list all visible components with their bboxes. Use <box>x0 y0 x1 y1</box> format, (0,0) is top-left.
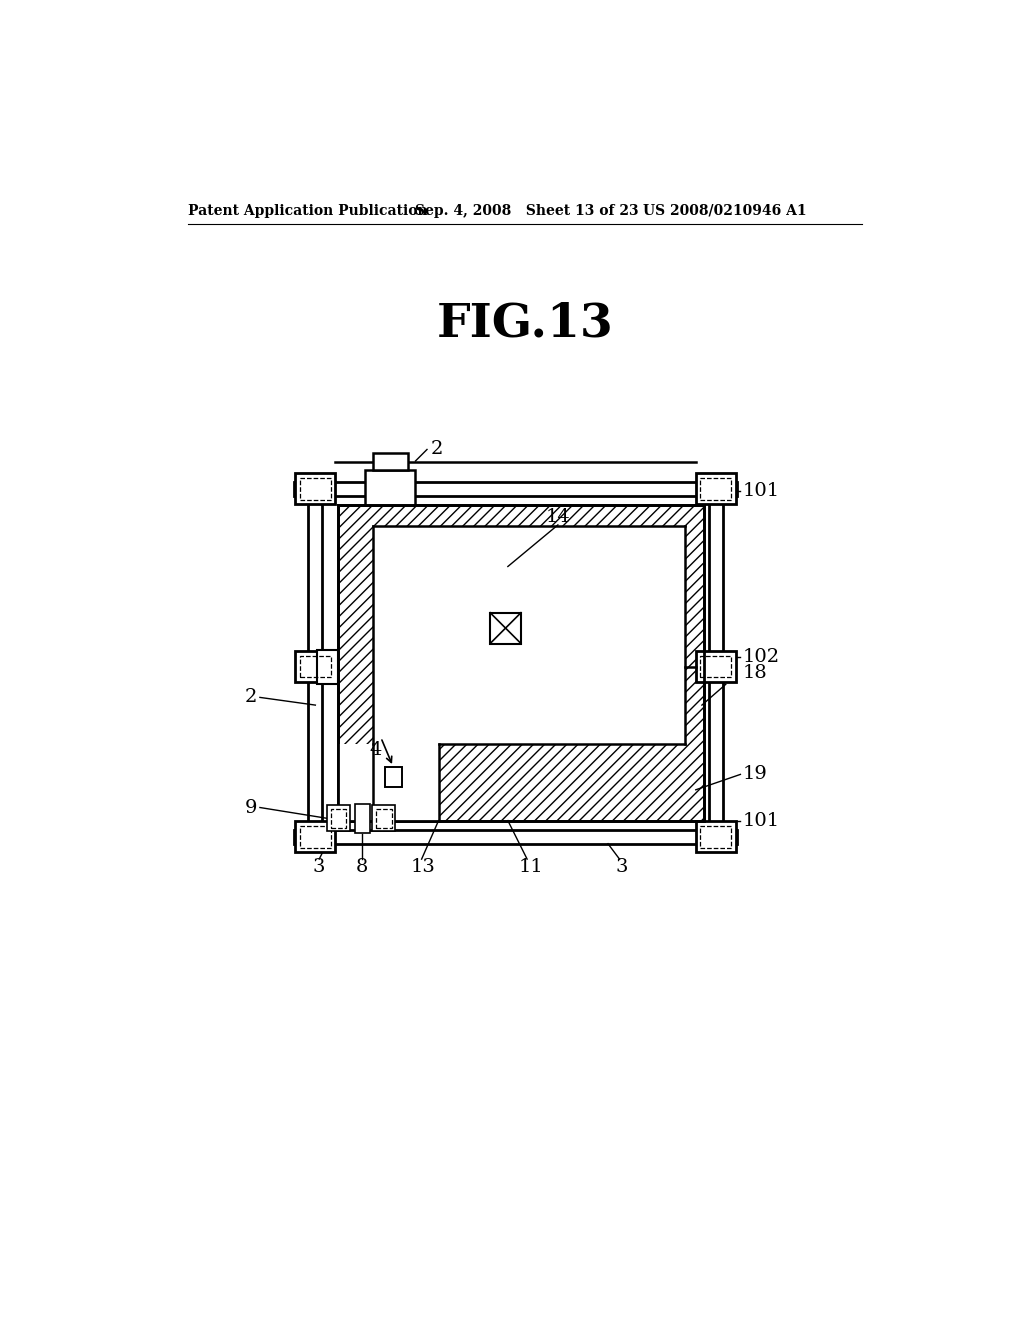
Bar <box>294 482 737 496</box>
Bar <box>294 830 737 843</box>
Bar <box>316 649 339 684</box>
Text: FIG.13: FIG.13 <box>436 301 613 347</box>
Text: 102: 102 <box>742 648 780 667</box>
Bar <box>700 478 731 499</box>
Bar <box>354 804 370 833</box>
Text: 14: 14 <box>546 508 570 527</box>
Bar <box>295 474 336 504</box>
Text: 19: 19 <box>742 766 768 783</box>
Bar <box>295 821 336 853</box>
Bar <box>700 826 731 847</box>
Text: Sep. 4, 2008   Sheet 13 of 23: Sep. 4, 2008 Sheet 13 of 23 <box>416 203 639 218</box>
Text: 11: 11 <box>518 858 544 875</box>
Bar <box>308 482 323 843</box>
Bar <box>490 612 521 644</box>
Text: Patent Application Publication: Patent Application Publication <box>188 203 428 218</box>
Text: 8: 8 <box>355 858 368 875</box>
Bar <box>695 651 736 682</box>
Bar <box>695 821 736 853</box>
Text: 2: 2 <box>431 441 443 458</box>
Text: 13: 13 <box>411 858 435 875</box>
Bar <box>327 805 350 832</box>
Bar <box>295 651 336 682</box>
Text: 3: 3 <box>615 858 628 875</box>
Bar <box>366 470 416 506</box>
Bar <box>373 805 395 832</box>
Text: 101: 101 <box>742 812 780 829</box>
Bar <box>376 809 391 828</box>
Bar <box>700 656 731 677</box>
Bar <box>300 656 331 677</box>
Bar <box>300 826 331 847</box>
Text: 4: 4 <box>370 741 382 759</box>
Bar <box>300 478 331 499</box>
Bar <box>339 506 705 821</box>
Text: US 2008/0210946 A1: US 2008/0210946 A1 <box>643 203 806 218</box>
Text: 3: 3 <box>313 858 326 875</box>
Bar <box>339 743 438 821</box>
Bar <box>373 453 408 470</box>
Bar <box>331 809 346 828</box>
Text: 101: 101 <box>742 482 780 500</box>
Text: 2: 2 <box>245 689 257 706</box>
Text: 18: 18 <box>742 664 767 681</box>
Text: 9: 9 <box>245 799 257 817</box>
Bar <box>695 474 736 504</box>
Bar <box>373 527 685 743</box>
Bar <box>385 767 401 787</box>
Bar <box>709 482 723 843</box>
